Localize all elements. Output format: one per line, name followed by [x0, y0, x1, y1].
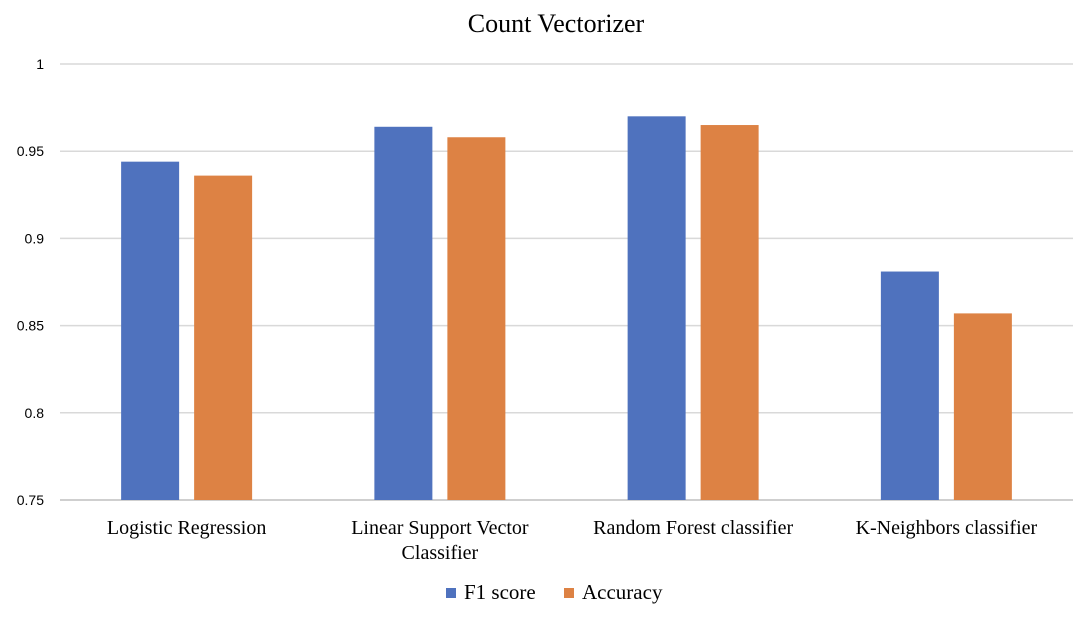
x-tick-label: K-Neighbors classifier: [856, 517, 1038, 539]
y-tick-label: 0.75: [17, 492, 44, 508]
bar-accuracy: [194, 175, 253, 500]
bar-accuracy: [953, 313, 1012, 500]
bars: [121, 116, 1012, 501]
bar-f1-score: [880, 271, 939, 500]
x-tick-label: Random Forest classifier: [593, 517, 793, 539]
y-tick-label: 0.8: [25, 405, 45, 421]
y-tick-label: 1: [36, 56, 44, 72]
bar-accuracy: [447, 137, 506, 501]
bar-f1-score: [374, 126, 433, 500]
y-axis-ticks: 0.75 0.8 0.85 0.9 0.95 1: [17, 56, 44, 508]
x-axis-ticks: Logistic Regression Linear Support Vector…: [107, 517, 1038, 564]
y-tick-label: 0.9: [25, 230, 45, 246]
legend-label: F1 score: [464, 580, 536, 604]
bar-f1-score: [627, 116, 686, 500]
x-tick-label: Logistic Regression: [107, 517, 266, 539]
bar-f1-score: [121, 161, 180, 500]
y-tick-label: 0.85: [17, 318, 44, 334]
legend-swatch: [446, 588, 456, 598]
y-tick-label: 0.95: [17, 143, 44, 159]
legend-label: Accuracy: [582, 580, 663, 604]
x-tick-label: Linear Support Vector Classifier: [351, 517, 529, 564]
chart-title: Count Vectorizer: [468, 9, 645, 38]
legend: F1 score Accuracy: [446, 580, 663, 604]
legend-swatch: [564, 588, 574, 598]
bar-accuracy: [700, 125, 759, 500]
